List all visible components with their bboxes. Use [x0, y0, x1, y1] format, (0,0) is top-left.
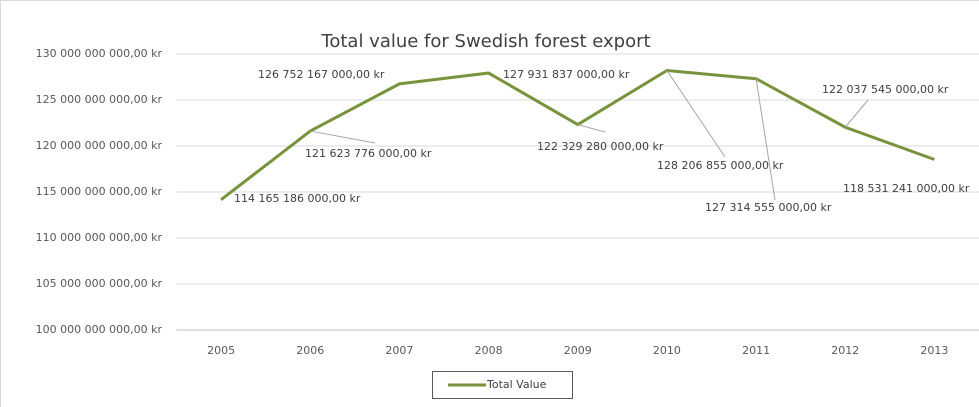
data-label: 121 623 776 000,00 kr	[305, 147, 432, 160]
leader-line	[577, 124, 606, 133]
data-label: 128 206 855 000,00 kr	[657, 159, 784, 172]
data-label: 118 531 241 000,00 kr	[843, 182, 970, 195]
leader-line	[755, 78, 776, 201]
x-tick-label: 2005	[207, 344, 235, 357]
y-tick-label: 110 000 000 000,00 kr	[36, 231, 163, 244]
leader-line	[844, 99, 869, 128]
data-label: 127 931 837 000,00 kr	[503, 68, 630, 81]
chart-title: Total value for Swedish forest export	[320, 31, 650, 52]
legend-label: Total Value	[486, 378, 547, 391]
y-tick-label: 100 000 000 000,00 kr	[36, 323, 163, 336]
y-tick-label: 105 000 000 000,00 kr	[36, 277, 163, 290]
x-tick-label: 2008	[475, 344, 503, 357]
y-tick-label: 130 000 000 000,00 kr	[36, 47, 163, 60]
data-label: 122 329 280 000,00 kr	[537, 140, 664, 153]
y-tick-label: 120 000 000 000,00 kr	[36, 139, 163, 152]
x-tick-label: 2010	[653, 344, 681, 357]
data-label: 127 314 555 000,00 kr	[705, 201, 832, 214]
data-label: 114 165 186 000,00 kr	[234, 192, 361, 205]
x-tick-label: 2012	[831, 344, 859, 357]
legend-box	[432, 371, 573, 399]
leader-line	[310, 130, 376, 144]
data-label: 126 752 167 000,00 kr	[258, 68, 385, 81]
x-tick-label: 2007	[385, 344, 413, 357]
leader-line	[666, 70, 726, 158]
x-tick-label: 2006	[296, 344, 324, 357]
x-tick-label: 2011	[742, 344, 770, 357]
y-tick-label: 125 000 000 000,00 kr	[36, 93, 163, 106]
x-tick-label: 2013	[920, 344, 948, 357]
data-label: 122 037 545 000,00 kr	[822, 83, 949, 96]
y-tick-label: 115 000 000 000,00 kr	[36, 185, 163, 198]
x-tick-label: 2009	[564, 344, 592, 357]
